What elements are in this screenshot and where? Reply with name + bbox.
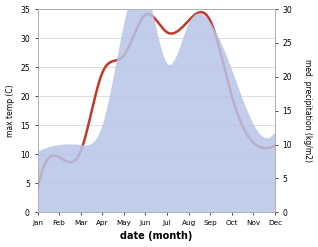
Y-axis label: med. precipitation (kg/m2): med. precipitation (kg/m2) (303, 59, 313, 162)
Y-axis label: max temp (C): max temp (C) (5, 84, 15, 137)
X-axis label: date (month): date (month) (120, 231, 192, 242)
